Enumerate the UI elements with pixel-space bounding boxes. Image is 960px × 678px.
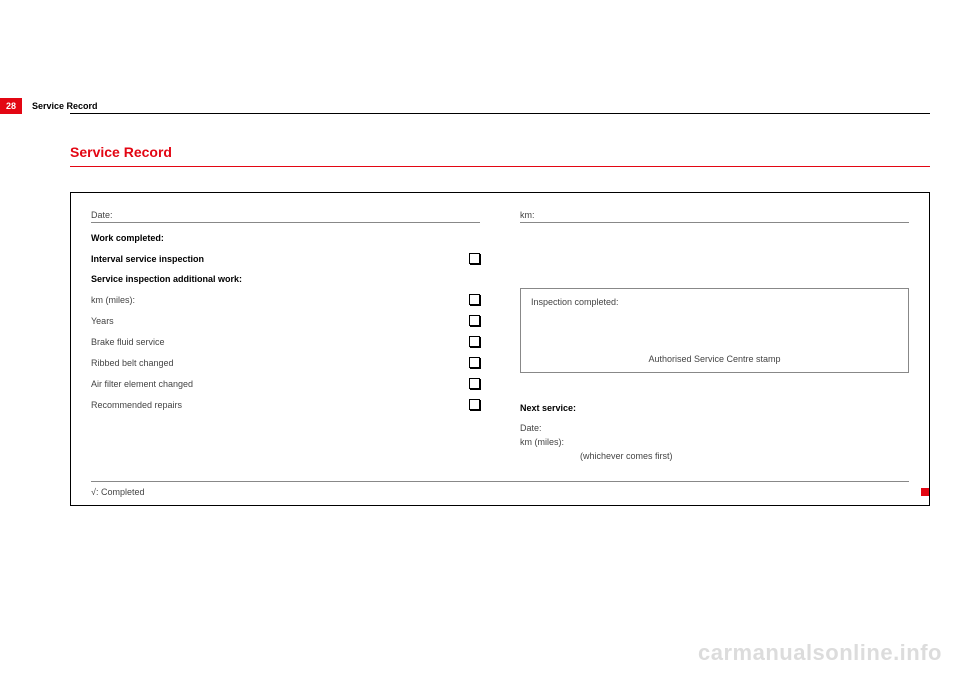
interval-inspection-checkbox[interactable] [469, 253, 480, 264]
next-service-label: Next service: [520, 403, 909, 413]
recommended-checkbox[interactable] [469, 399, 480, 410]
air-filter-checkbox[interactable] [469, 378, 480, 389]
section-underline [70, 166, 930, 167]
page-container: 28 Service Record Service Record Date: W… [70, 100, 930, 648]
date-field[interactable]: Date: [91, 205, 480, 223]
years-row: Years [91, 315, 480, 326]
page-number-badge: 28 [0, 98, 22, 114]
years-label: Years [91, 316, 114, 326]
years-checkbox[interactable] [469, 315, 480, 326]
stamp-text: Authorised Service Centre stamp [521, 354, 908, 364]
stamp-box[interactable]: Inspection completed: Authorised Service… [520, 288, 909, 373]
km-miles-row: km (miles): [91, 294, 480, 305]
additional-work-label: Service inspection additional work: [91, 274, 480, 284]
recommended-label: Recommended repairs [91, 400, 182, 410]
whichever-label: (whichever comes first) [520, 451, 909, 461]
left-column: Date: Work completed: Interval service i… [91, 205, 480, 461]
ribbed-belt-row: Ribbed belt changed [91, 357, 480, 368]
km-label: km: [520, 210, 535, 220]
interval-inspection-label: Interval service inspection [91, 254, 204, 264]
brake-fluid-checkbox[interactable] [469, 336, 480, 347]
km-miles-label: km (miles): [91, 295, 135, 305]
red-square-icon [921, 488, 929, 496]
header-band: 28 Service Record [0, 96, 98, 116]
right-column: km: Inspection completed: Authorised Ser… [520, 205, 909, 461]
service-form: Date: Work completed: Interval service i… [70, 192, 930, 506]
interval-inspection-row: Interval service inspection [91, 253, 480, 264]
air-filter-label: Air filter element changed [91, 379, 193, 389]
date-label: Date: [91, 210, 113, 220]
section-title: Service Record [70, 144, 930, 160]
inspection-completed-label: Inspection completed: [531, 297, 898, 307]
recommended-row: Recommended repairs [91, 399, 480, 410]
km-field[interactable]: km: [520, 205, 909, 223]
next-date-label: Date: [520, 423, 909, 433]
completed-legend: √: Completed [91, 487, 144, 497]
ribbed-belt-checkbox[interactable] [469, 357, 480, 368]
form-footer: √: Completed [91, 481, 909, 497]
km-miles-checkbox[interactable] [469, 294, 480, 305]
work-completed-label: Work completed: [91, 233, 480, 243]
header-title: Service Record [32, 101, 98, 111]
ribbed-belt-label: Ribbed belt changed [91, 358, 174, 368]
brake-fluid-label: Brake fluid service [91, 337, 165, 347]
air-filter-row: Air filter element changed [91, 378, 480, 389]
next-km-miles-label: km (miles): [520, 437, 909, 447]
form-columns: Date: Work completed: Interval service i… [91, 205, 909, 461]
brake-fluid-row: Brake fluid service [91, 336, 480, 347]
header-underline [70, 100, 930, 114]
